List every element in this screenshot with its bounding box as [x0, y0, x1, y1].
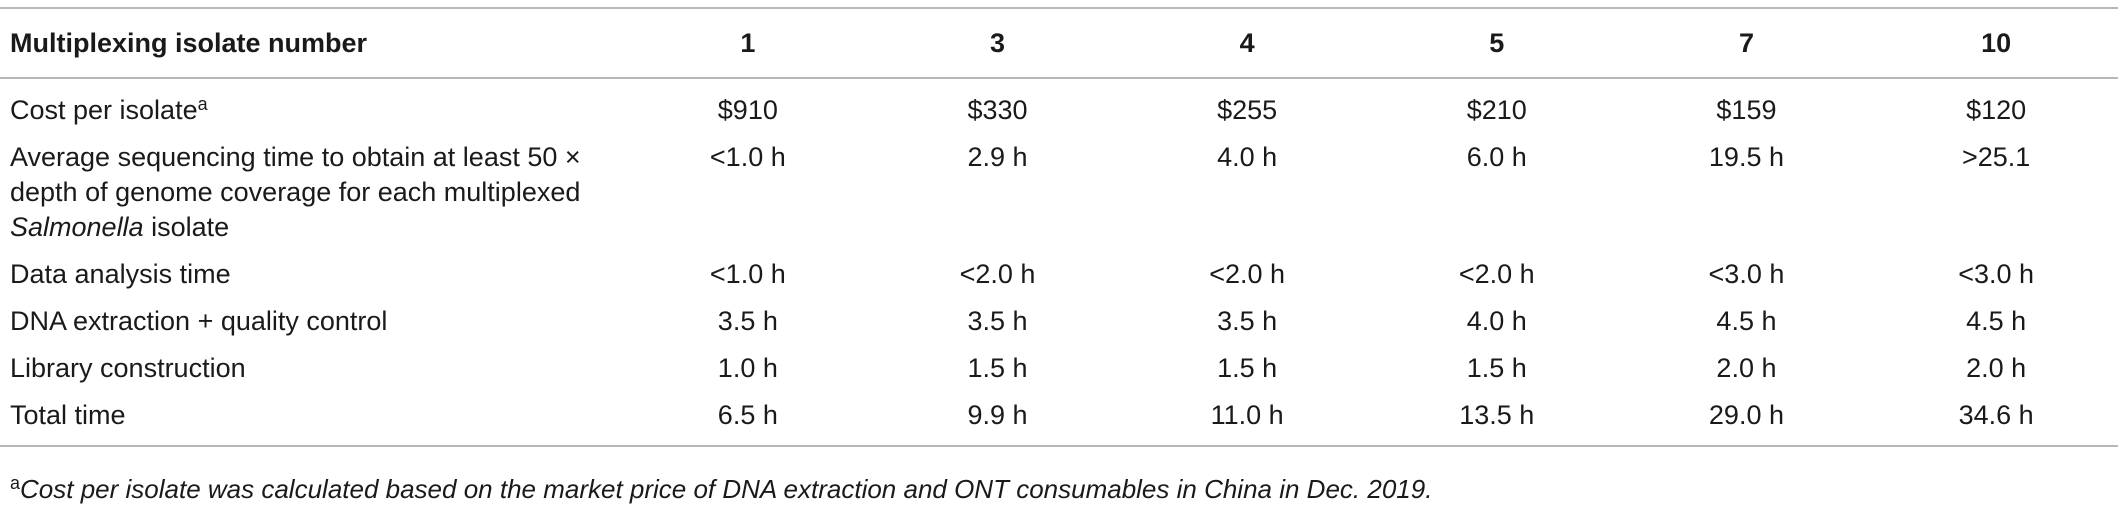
table-cell: 3.5 h — [1217, 306, 1278, 336]
footnote: aCost per isolate was calculated based o… — [10, 474, 1432, 505]
table-row: DNA extraction + quality control 3.5 h 3.5… — [0, 298, 2118, 345]
header-cell: 5 — [1489, 27, 1505, 58]
table-row: Data analysis time <1.0 h <2.0 h <2.0 h <2.0… — [0, 251, 2118, 298]
row-label-text: Salmonella — [10, 212, 144, 242]
table-cell: <2.0 h — [959, 259, 1036, 289]
table-cell: 6.5 h — [717, 400, 778, 430]
table-cell: $910 — [717, 95, 778, 125]
table-cell: <2.0 h — [1209, 259, 1286, 289]
table-cell: 3.5 h — [717, 306, 778, 336]
table-cell: <1.0 h — [709, 142, 786, 172]
footnote-marker: a — [197, 94, 208, 114]
table-cell: <3.0 h — [1708, 259, 1785, 289]
row-label: Data analysis time — [0, 251, 620, 298]
table-cell: 11.0 h — [1210, 400, 1284, 430]
row-label: Average sequencing time to obtain at lea… — [0, 134, 620, 251]
table-cell: 13.5 h — [1459, 400, 1535, 430]
table-cell: 4.0 h — [1466, 306, 1527, 336]
header-cell: 10 — [1981, 27, 2012, 58]
row-label-text: Total time — [10, 400, 126, 430]
table-cell: >25.1 — [1961, 142, 2031, 172]
table-cell: <2.0 h — [1458, 259, 1535, 289]
table-cell: 1.5 h — [1466, 353, 1527, 383]
table-cell: $330 — [967, 95, 1028, 125]
row-label: Cost per isolatea — [0, 78, 620, 134]
header-cell: 4 — [1239, 27, 1255, 58]
table-cell: 29.0 h — [1708, 400, 1784, 430]
row-label-text: isolate — [143, 212, 230, 242]
table-cell: $120 — [1966, 95, 2027, 125]
table-row: Average sequencing time to obtain at lea… — [0, 134, 2118, 251]
table-row: Total time 6.5 h 9.9 h 11.0 h 13.5 h 29.0 h 34… — [0, 392, 2118, 446]
header-cell: 3 — [989, 27, 1005, 58]
table-cell: 6.0 h — [1466, 142, 1527, 172]
table-body: Cost per isolatea $910 $330 $255 $210 $159 $12… — [0, 78, 2118, 446]
data-table: Multiplexing isolate number 1 3 4 5 7 10 Cost … — [0, 7, 2118, 447]
table-cell: <1.0 h — [709, 259, 786, 289]
row-label: DNA extraction + quality control — [0, 298, 620, 345]
row-label-text: Data analysis time — [10, 259, 231, 289]
table-cell: 4.5 h — [1966, 306, 2027, 336]
table-header: Multiplexing isolate number 1 3 4 5 7 10 — [0, 8, 2118, 78]
table-row: Cost per isolatea $910 $330 $255 $210 $159 $12… — [0, 78, 2118, 134]
footnote-marker: a — [10, 473, 21, 493]
header-row: Multiplexing isolate number 1 3 4 5 7 10 — [0, 8, 2118, 78]
table-cell: 4.0 h — [1217, 142, 1278, 172]
table-cell: 1.5 h — [1217, 353, 1278, 383]
table-cell: 2.0 h — [1716, 353, 1777, 383]
row-label: Total time — [0, 392, 620, 446]
table-row: Library construction 1.0 h 1.5 h 1.5 h 1.5 h… — [0, 345, 2118, 392]
table-cell: 19.5 h — [1708, 142, 1784, 172]
footnote-text: Cost per isolate was calculated based on… — [20, 474, 1433, 504]
row-label-text: Average sequencing time to obtain at lea… — [10, 142, 581, 207]
table-cell: $255 — [1217, 95, 1278, 125]
row-label-text: Cost per isolate — [10, 95, 198, 125]
table-cell: 1.5 h — [967, 353, 1028, 383]
row-label-text: Library construction — [10, 353, 246, 383]
table-cell: 3.5 h — [967, 306, 1028, 336]
table-cell: 4.5 h — [1716, 306, 1777, 336]
table-cell: 1.0 h — [717, 353, 778, 383]
table-cell: <3.0 h — [1958, 259, 2035, 289]
row-label: Library construction — [0, 345, 620, 392]
row-label-text: DNA extraction + quality control — [10, 306, 388, 336]
header-cell: 1 — [740, 27, 756, 58]
table-cell: 2.9 h — [967, 142, 1028, 172]
table-cell: 34.6 h — [1958, 400, 2034, 430]
table-cell: 9.9 h — [967, 400, 1028, 430]
table-cell: $210 — [1466, 95, 1527, 125]
table-cell: $159 — [1716, 95, 1777, 125]
header-label: Multiplexing isolate number — [10, 27, 368, 58]
table-cell: 2.0 h — [1966, 353, 2027, 383]
header-cell: 7 — [1738, 27, 1754, 58]
